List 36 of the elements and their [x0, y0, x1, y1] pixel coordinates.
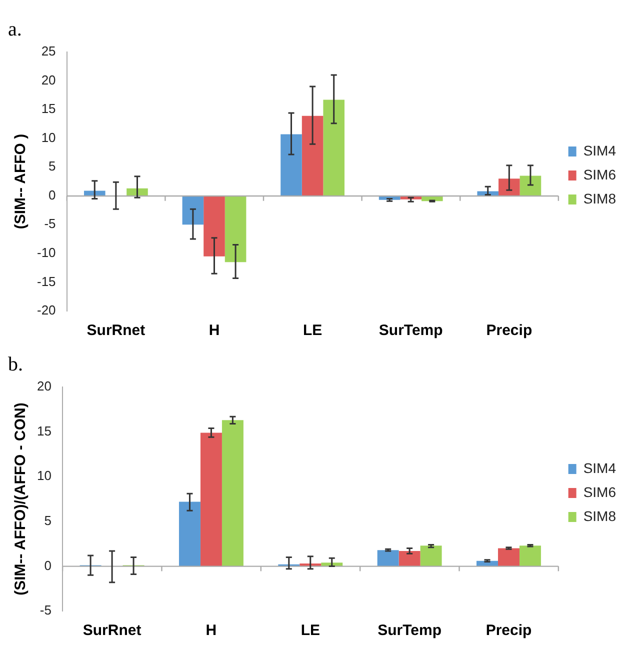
y-tick-label: -20	[36, 302, 56, 318]
x-tick-label: H	[208, 322, 220, 340]
y-tick-label: -15	[36, 274, 56, 289]
y-axis-title: (SIM-- AFFO )	[12, 134, 30, 230]
chart-title: a.	[8, 18, 22, 40]
x-tick-label: Precip	[486, 322, 532, 340]
x-tick-label: SurTemp	[378, 322, 443, 340]
x-tick-label: Precip	[486, 622, 532, 640]
x-tick-label: H	[206, 622, 217, 640]
chart-title: b.	[8, 353, 23, 376]
x-tick-label: SurRnet	[86, 322, 146, 340]
y-tick-label: -5	[40, 602, 52, 618]
legend-label: SIM6	[583, 166, 616, 182]
legend-label: SIM4	[583, 142, 616, 158]
x-tick-label: SurTemp	[378, 622, 442, 640]
x-tick-label: SurRnet	[82, 622, 142, 640]
y-tick-label: 15	[36, 423, 52, 438]
y-tick-label: 5	[44, 512, 52, 528]
legend-label: SIM8	[583, 508, 616, 524]
y-tick-label: 10	[41, 130, 56, 145]
y-tick-label: 15	[41, 101, 56, 116]
y-tick-label: 25	[41, 44, 56, 59]
x-tick-label: LE	[302, 322, 322, 340]
y-tick-label: 20	[41, 72, 56, 88]
y-tick-label: 10	[36, 468, 52, 484]
y-axis-title: (SIM-- AFFO)/(AFFO - CON)	[12, 402, 30, 596]
legend-label: SIM4	[583, 460, 616, 476]
y-tick-label: 20	[36, 378, 52, 394]
y-tick-label: 0	[48, 187, 56, 202]
x-tick-label: LE	[300, 622, 320, 640]
y-tick-label: 0	[44, 558, 52, 573]
y-tick-label: 5	[48, 158, 56, 174]
legend-label: SIM8	[583, 190, 616, 206]
legend-label: SIM6	[583, 484, 616, 500]
y-tick-label: -10	[36, 245, 56, 260]
y-tick-label: -5	[44, 216, 56, 232]
